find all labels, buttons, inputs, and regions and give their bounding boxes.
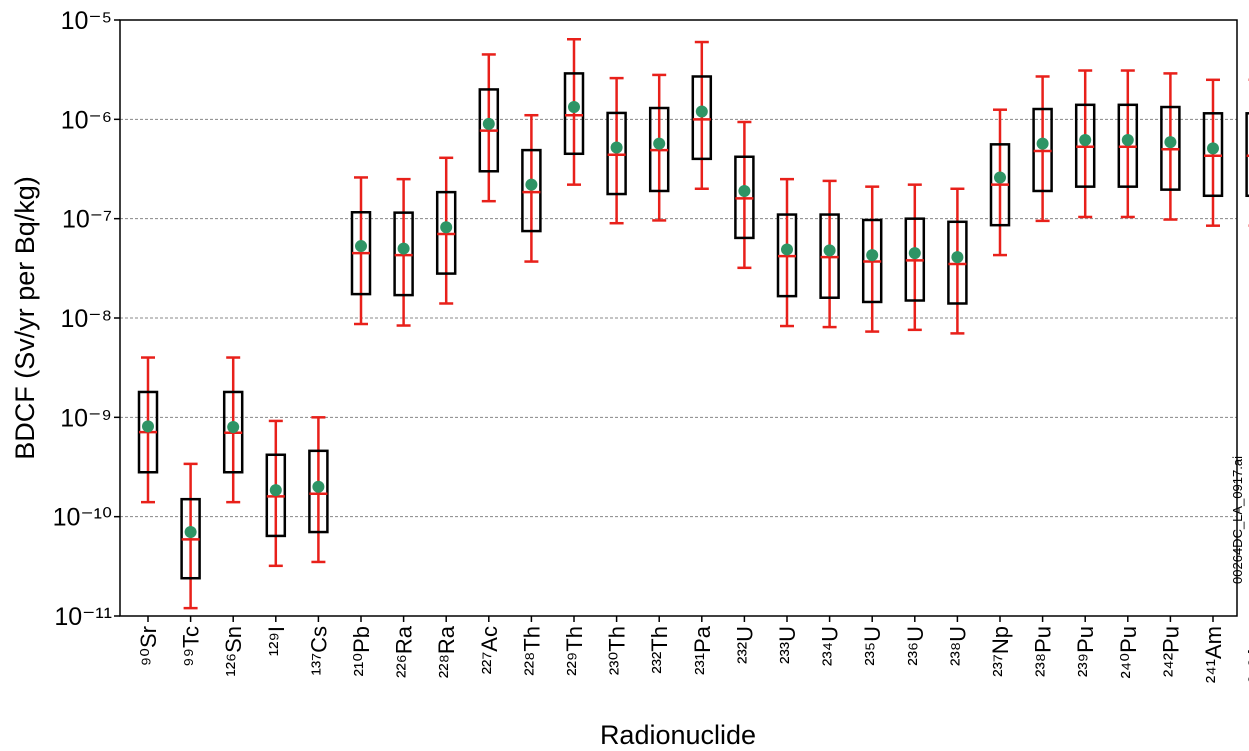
y-tick-label: 10⁻¹¹ <box>54 603 112 631</box>
x-tick-label: ²³⁷Np <box>988 626 1013 677</box>
x-tick-label: ²²⁶Ra <box>392 625 417 678</box>
y-tick-label: 10⁻⁸ <box>60 305 112 333</box>
mean <box>397 242 410 255</box>
box <box>308 449 329 534</box>
box <box>563 72 585 156</box>
mean <box>1164 136 1177 149</box>
x-tick-label: ²²⁸Ra <box>434 625 459 678</box>
mean <box>951 251 964 264</box>
mean <box>355 240 367 253</box>
x-tick-label: ²²⁷Ac <box>477 626 502 674</box>
y-axis-label: BDCF (Sv/yr per Bq/kg) <box>10 176 40 460</box>
x-tick-label: ²²⁹Th <box>562 626 587 676</box>
mean <box>1079 133 1092 146</box>
mean <box>184 526 197 539</box>
box <box>947 220 968 305</box>
box <box>691 75 713 161</box>
mean <box>568 101 580 114</box>
x-tick-label: ²³³U <box>775 626 800 664</box>
mean <box>866 249 879 262</box>
x-tick-label: ²³⁹Pu <box>1073 626 1098 677</box>
x-tick-label: ²¹⁰Pb <box>349 626 374 676</box>
x-tick-label: ¹²⁹I <box>264 626 289 656</box>
x-tick-label: ²³⁸U <box>945 626 970 666</box>
mean <box>781 243 793 256</box>
y-tick-label: 10⁻⁶ <box>61 106 112 134</box>
mean <box>653 137 666 150</box>
plot-frame <box>119 19 1238 617</box>
box <box>606 111 627 196</box>
mean <box>695 105 708 118</box>
x-axis-label: Radionuclide <box>600 720 756 750</box>
x-tick-label: ²³⁵U <box>860 626 885 666</box>
x-tick-label: ²³⁸Pu <box>1031 626 1056 677</box>
x-tick-label: ¹³⁷Cs <box>306 626 331 676</box>
x-tick-label: ²⁴³Am <box>1244 626 1249 683</box>
mean <box>269 484 282 497</box>
x-tick-label: ²⁴⁰Pu <box>1116 626 1141 679</box>
mean <box>1207 142 1219 155</box>
mean <box>908 247 921 260</box>
x-tick-label: ²⁴¹Am <box>1201 626 1226 683</box>
mean <box>994 171 1006 184</box>
y-tick-label: 10⁻⁷ <box>62 206 112 234</box>
mean <box>823 244 836 257</box>
x-tick-label: ²³²Th <box>647 626 672 674</box>
y-tick-label: 10⁻⁹ <box>60 404 112 432</box>
mean <box>738 184 751 197</box>
mean <box>525 178 538 191</box>
x-tick-label: ²³⁶U <box>903 626 928 666</box>
mean <box>142 420 154 433</box>
mean <box>610 141 623 154</box>
x-tick-label: ²³⁰Th <box>605 626 630 675</box>
x-tick-label: ²³²U <box>732 626 757 664</box>
mean <box>1121 133 1134 146</box>
box <box>521 148 542 233</box>
x-tick-label: ⁹⁰Sr <box>136 626 161 666</box>
x-tick-label: ²³⁴U <box>818 626 843 666</box>
x-tick-label: ⁹⁹Tc <box>179 626 204 667</box>
x-tick-label: ²²⁸Th <box>519 626 544 676</box>
mean <box>440 221 453 234</box>
mean <box>312 480 325 493</box>
mean <box>227 420 240 433</box>
x-tick-label: ²⁴²Pu <box>1158 626 1183 677</box>
mean <box>482 117 495 130</box>
mean <box>1036 137 1049 150</box>
x-tick-label: ¹²⁶Sn <box>221 626 246 677</box>
x-tick-label: ²³¹Pa <box>690 625 715 675</box>
y-tick-label: 10⁻¹⁰ <box>53 504 112 532</box>
y-tick-label: 10⁻⁵ <box>61 7 112 35</box>
